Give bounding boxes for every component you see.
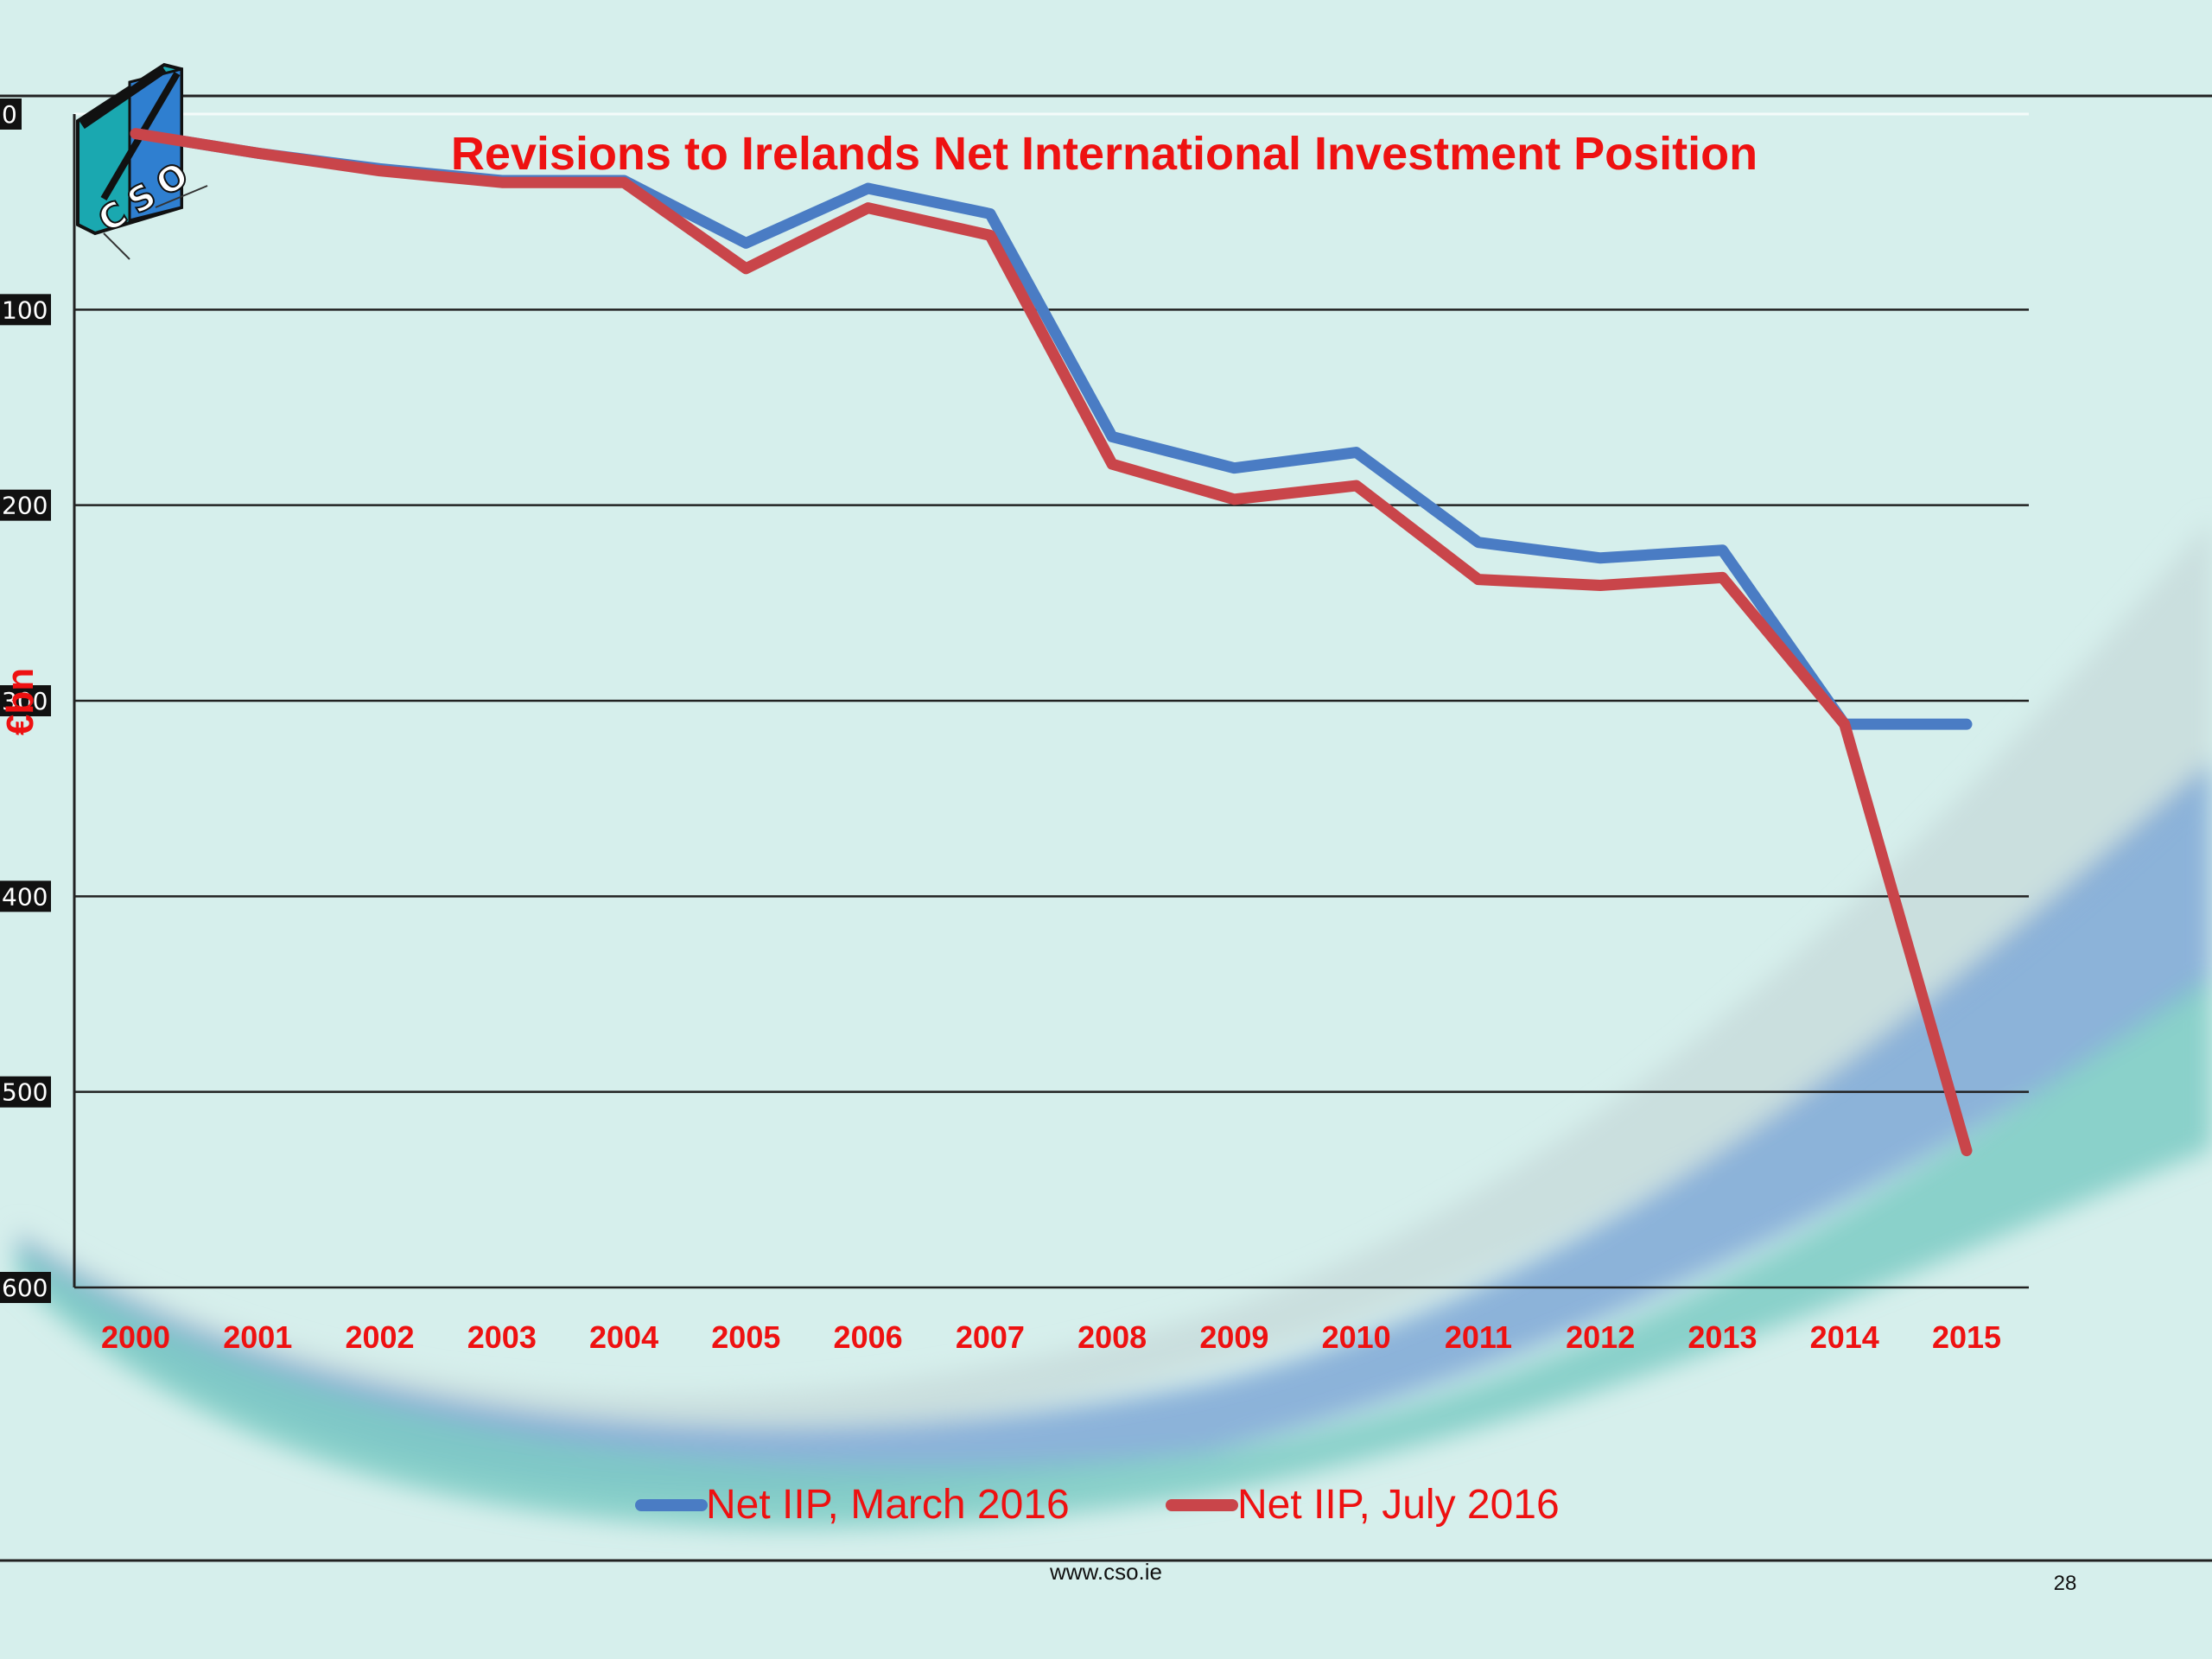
x-category-label: 2000: [101, 1319, 170, 1355]
y-tick-labels: 0 100 200 300 400 500 600: [0, 99, 51, 1303]
x-category-label: 2004: [589, 1319, 658, 1355]
data-point: [867, 188, 869, 190]
data-point: [623, 181, 626, 184]
y-tick-label: 100: [2, 296, 48, 324]
y-tick-label-bg: [0, 489, 51, 521]
y-tick-label: 200: [2, 492, 48, 520]
data-point: [867, 207, 869, 209]
data-point: [745, 242, 747, 245]
data-point: [1966, 723, 1967, 726]
x-category-label: 2006: [834, 1319, 903, 1355]
series-lines: [130, 128, 1973, 1157]
data-point: [1355, 485, 1357, 487]
y-tick-label: 600: [2, 1274, 48, 1302]
y-tick-label-bg: [0, 685, 51, 716]
x-category-label: 2013: [1688, 1319, 1757, 1355]
data-point: [1843, 723, 1846, 726]
y-tick-label: 300: [2, 687, 48, 715]
data-point: [1233, 498, 1236, 500]
y-tick-label: 0: [2, 100, 17, 129]
cso-logo: CSO: [76, 62, 208, 260]
chart-title: Revisions to Irelands Net International …: [451, 128, 1758, 180]
y-tick-label-bg: [0, 294, 51, 326]
x-category-label: 2005: [711, 1319, 780, 1355]
x-category-label: 2010: [1322, 1319, 1391, 1355]
data-point: [1111, 463, 1114, 466]
data-point: [500, 181, 503, 184]
x-category-label: 2011: [1445, 1319, 1512, 1355]
swoosh-teal: [17, 976, 2212, 1529]
x-category-label: 2002: [345, 1319, 414, 1355]
y-tick-label-bg: [0, 1076, 51, 1108]
legend-label-march: Net IIP, March 2016: [706, 1482, 1070, 1528]
gridlines: [74, 112, 2029, 1289]
data-point: [988, 213, 991, 215]
y-tick-label-bg: [0, 1272, 51, 1303]
x-category-label: 2001: [223, 1319, 292, 1355]
y-tick-label: 500: [2, 1078, 48, 1107]
data-point: [378, 169, 381, 172]
data-point: [1721, 549, 1724, 551]
data-point: [1599, 584, 1602, 587]
legend-label-july: Net IIP, July 2016: [1237, 1482, 1560, 1528]
data-point: [1721, 576, 1724, 579]
y-tick-label: 400: [2, 882, 48, 911]
page-number: 28: [2054, 1572, 2077, 1595]
series-line-july-2016: [130, 128, 1973, 1157]
data-point: [135, 132, 137, 135]
swoosh-blue: [17, 760, 2212, 1496]
footer-url: www.cso.ie: [1049, 1559, 1162, 1585]
x-category-label: 2003: [467, 1319, 537, 1355]
data-point: [1477, 578, 1479, 581]
data-point: [988, 234, 991, 237]
background-swoosh: [17, 518, 2212, 1529]
data-point: [1111, 435, 1114, 438]
x-category-label: 2007: [956, 1319, 1025, 1355]
y-axis-label: €bn: [0, 668, 41, 735]
x-category-labels: 2000 2001 2002 2003 2004 2005 2006 2007 2008 2009…: [101, 1319, 2001, 1355]
series-line-march-2016: [130, 128, 1973, 730]
data-point: [1355, 451, 1357, 454]
y-tick-label-bg: [0, 880, 51, 912]
x-category-label: 2008: [1077, 1319, 1147, 1355]
y-tick-label-bg: [0, 99, 22, 130]
data-point: [1477, 541, 1479, 543]
data-point: [1233, 467, 1236, 469]
x-category-label: 2015: [1932, 1319, 2001, 1355]
swoosh-grey: [17, 518, 2212, 1443]
legend: Net IIP, March 2016 Net IIP, July 2016: [635, 1482, 1560, 1528]
data-point: [1966, 1149, 1967, 1152]
x-category-label: 2009: [1199, 1319, 1268, 1355]
data-point: [257, 152, 259, 155]
data-point: [1599, 556, 1602, 559]
data-point: [745, 267, 747, 270]
x-category-label: 2012: [1566, 1319, 1635, 1355]
x-category-label: 2014: [1810, 1319, 1879, 1355]
